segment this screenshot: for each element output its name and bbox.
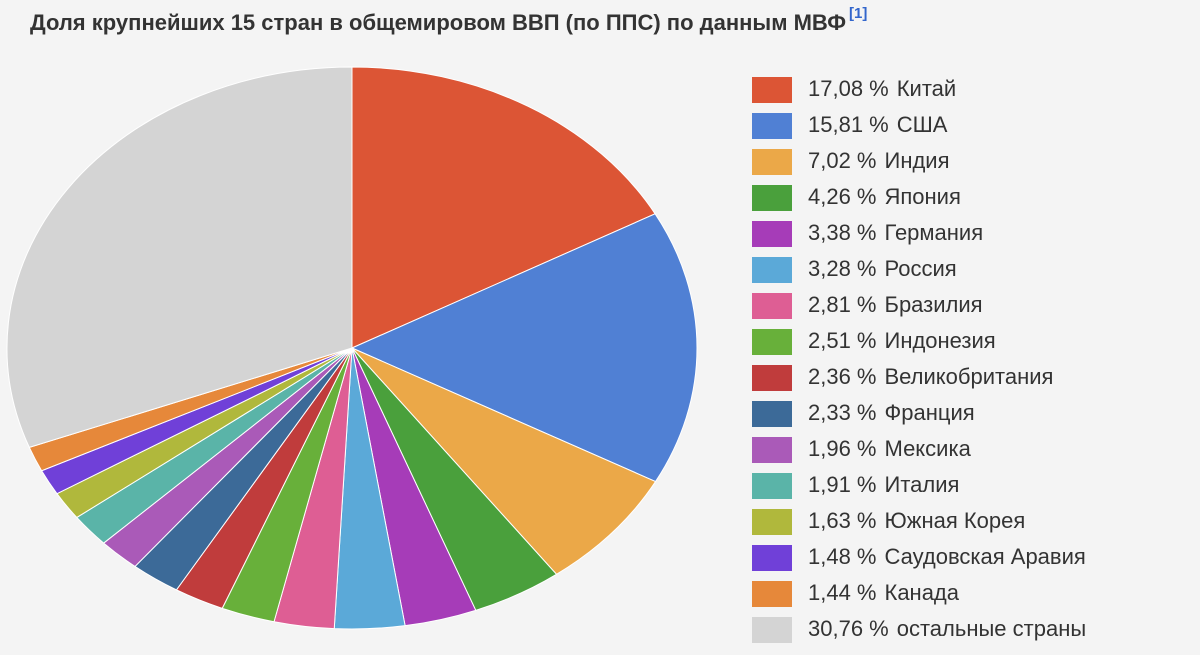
legend-label: США <box>897 112 948 137</box>
legend-entry: 2,36 % Великобритания <box>808 364 1053 389</box>
legend-swatch <box>752 185 792 211</box>
legend-value: 2,33 % <box>808 400 877 425</box>
legend-entry: 1,44 % Канада <box>808 580 960 605</box>
title-note[interactable]: [1] <box>849 5 867 22</box>
legend-value: 3,38 % <box>808 220 877 245</box>
legend-value: 1,91 % <box>808 472 877 497</box>
legend-swatch <box>752 329 792 355</box>
legend-label: Индия <box>885 148 950 173</box>
legend-label: Саудовская Аравия <box>885 544 1086 569</box>
legend-swatch <box>752 509 792 535</box>
legend-swatch <box>752 617 792 643</box>
legend-swatch <box>752 113 792 139</box>
pie-slice <box>6 66 353 448</box>
legend-entry: 1,96 % Мексика <box>808 436 972 461</box>
legend-swatch <box>752 545 792 571</box>
legend-label: Италия <box>885 472 960 497</box>
legend-entry: 4,26 % Япония <box>808 184 961 209</box>
legend-entry: 15,81 % США <box>808 112 948 137</box>
legend-swatch <box>752 149 792 175</box>
legend-swatch <box>752 257 792 283</box>
legend-entry: 30,76 % остальные страны <box>808 616 1086 641</box>
legend-label: Великобритания <box>885 364 1054 389</box>
legend-label: Франция <box>885 400 975 425</box>
legend-entry: 3,38 % Германия <box>808 220 983 245</box>
legend-label: Индонезия <box>885 328 996 353</box>
legend-entry: 1,63 % Южная Корея <box>808 508 1025 533</box>
legend-swatch <box>752 221 792 247</box>
legend-label: Германия <box>885 220 984 245</box>
legend-swatch <box>752 365 792 391</box>
legend-value: 3,28 % <box>808 256 877 281</box>
legend-value: 2,81 % <box>808 292 877 317</box>
legend-label: Бразилия <box>885 292 983 317</box>
legend-swatch <box>752 437 792 463</box>
legend-entry: 1,91 % Италия <box>808 472 959 497</box>
legend-value: 30,76 % <box>808 616 889 641</box>
pie-slice <box>351 66 656 349</box>
legend-value: 2,36 % <box>808 364 877 389</box>
legend-label: Мексика <box>885 436 972 461</box>
legend-entry: 1,48 % Саудовская Аравия <box>808 544 1086 569</box>
legend-value: 17,08 % <box>808 76 889 101</box>
chart-title: Доля крупнейших 15 стран в общемировом В… <box>30 10 846 35</box>
legend-entry: 7,02 % Индия <box>808 148 950 173</box>
legend-entry: 3,28 % Россия <box>808 256 957 281</box>
legend-entry: 2,33 % Франция <box>808 400 975 425</box>
legend-label: Китай <box>897 76 956 101</box>
legend-value: 1,48 % <box>808 544 877 569</box>
legend-swatch <box>752 293 792 319</box>
legend-value: 1,96 % <box>808 436 877 461</box>
legend-label: Канада <box>885 580 960 605</box>
legend-value: 4,26 % <box>808 184 877 209</box>
legend-swatch <box>752 77 792 103</box>
legend-label: Южная Корея <box>885 508 1026 533</box>
legend-label: Россия <box>885 256 957 281</box>
legend-value: 7,02 % <box>808 148 877 173</box>
pie-slice <box>350 213 698 483</box>
legend-label: остальные страны <box>897 616 1086 641</box>
legend-entry: 17,08 % Китай <box>808 76 956 101</box>
legend-value: 15,81 % <box>808 112 889 137</box>
pie-slice <box>351 347 657 575</box>
legend-value: 1,44 % <box>808 580 877 605</box>
legend-label: Япония <box>885 184 961 209</box>
legend-entry: 2,81 % Бразилия <box>808 292 983 317</box>
legend-value: 2,51 % <box>808 328 877 353</box>
legend-swatch <box>752 401 792 427</box>
legend-swatch <box>752 581 792 607</box>
legend-entry: 2,51 % Индонезия <box>808 328 996 353</box>
legend-value: 1,63 % <box>808 508 877 533</box>
legend-swatch <box>752 473 792 499</box>
